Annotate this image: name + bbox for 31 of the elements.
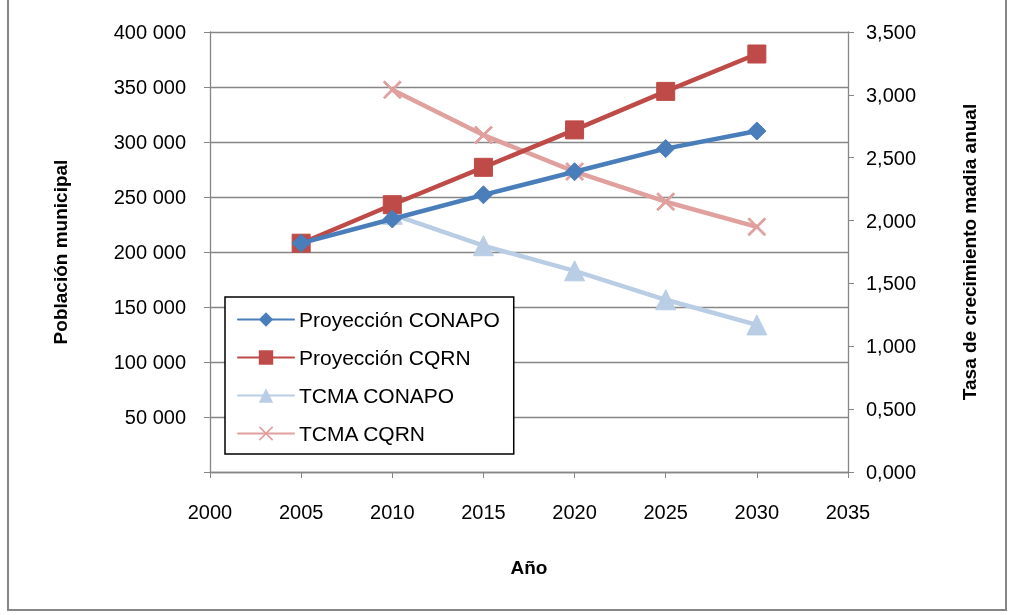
y-tick-label: 200 000 <box>113 241 186 263</box>
y2-tick-label: 1,000 <box>866 335 917 358</box>
legend-label: Proyección CONAPO <box>299 308 500 331</box>
legend-label: TCMA CQRN <box>299 422 425 445</box>
x-tick-label: 2000 <box>187 501 233 523</box>
x-tick-label: 2025 <box>643 501 688 523</box>
y-tick-label: 100 000 <box>113 351 186 373</box>
y-tick-label: 400 000 <box>113 21 186 43</box>
y-tick-label: 50 000 <box>124 406 186 428</box>
y-tick-label: 350 000 <box>113 76 186 98</box>
y-tick-label: 150 000 <box>113 296 186 318</box>
legend-label: Proyección CQRN <box>299 346 471 369</box>
legend-label: TCMA CONAPO <box>299 384 455 407</box>
x-tick-label: 2020 <box>552 501 597 523</box>
y2-tick-label: 2,000 <box>866 209 917 232</box>
x-tick-label: 2030 <box>734 501 780 523</box>
y-axis-title: Población municipal <box>50 159 71 345</box>
y2-tick-label: 3,500 <box>866 21 917 43</box>
x-tick-label: 2005 <box>278 501 324 523</box>
y2-tick-label: 1,500 <box>866 272 917 295</box>
x-axis-title: Año <box>510 557 548 578</box>
y2-tick-label: 0,500 <box>866 398 917 421</box>
x-tick-label: 2035 <box>825 501 871 523</box>
y-tick-label: 250 000 <box>113 186 186 208</box>
y2-tick-label: 2,500 <box>866 146 917 169</box>
y2-tick-label: 3,000 <box>866 83 917 106</box>
x-tick-label: 2015 <box>461 501 506 523</box>
y-tick-label: 300 000 <box>113 131 186 153</box>
x-tick-label: 2010 <box>370 501 415 523</box>
y2-axis-title: Tasa de crecimiento madia anual <box>959 103 980 401</box>
y2-tick-label: 0,000 <box>866 461 917 483</box>
